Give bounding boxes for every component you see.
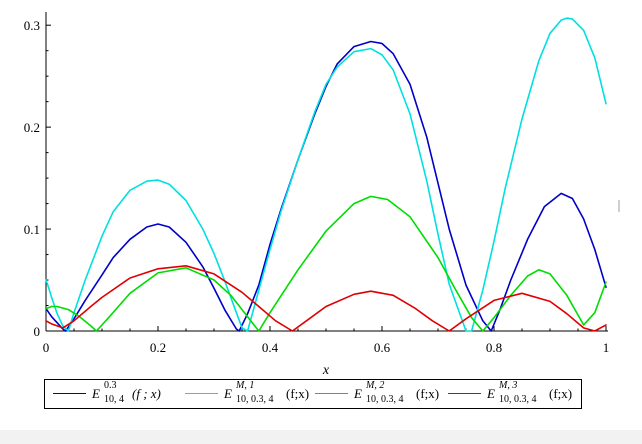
x-axis-label: x xyxy=(322,363,330,378)
legend-item-2: E M, 1 10, 0.3, 4 (f;x) xyxy=(185,380,313,408)
series-line-3 xyxy=(45,195,607,332)
x-tick-label: 1 xyxy=(603,340,610,355)
y-tick-label: 0.1 xyxy=(24,222,40,237)
series-line-4 xyxy=(45,264,607,332)
legend-swatch xyxy=(315,393,348,394)
legend-argument: (f;x) xyxy=(416,386,440,401)
legend-argument: (f ; x) xyxy=(132,386,161,401)
legend-symbol: E xyxy=(224,386,232,401)
legend-item-3: E M, 2 10, 0.3, 4 (f;x) xyxy=(315,380,443,408)
legend-superscript: M, 3 xyxy=(499,380,518,391)
legend-swatch xyxy=(53,393,86,394)
x-tick-label: 0.4 xyxy=(262,340,279,355)
legend-argument: (f;x) xyxy=(549,386,573,401)
bottom-strip xyxy=(0,430,642,444)
legend-item-4: E M, 3 10, 0.3, 4 (f;x) xyxy=(448,380,576,408)
legend-subscript: 10, 4 xyxy=(104,394,124,405)
legend-superscript: M, 2 xyxy=(366,380,385,391)
series-layer xyxy=(45,17,607,332)
x-tick-label: 0 xyxy=(43,340,50,355)
legend-argument: (f;x) xyxy=(286,386,310,401)
x-tick-label: 0.6 xyxy=(374,340,391,355)
legend-subscript: 10, 0.3, 4 xyxy=(499,394,537,405)
legend-swatch xyxy=(448,393,481,394)
legend-item-1: E 0.3 10, 4 (f ; x) xyxy=(53,380,181,408)
x-tick-label: 0.8 xyxy=(486,340,502,355)
series-line-2 xyxy=(45,17,607,332)
legend-subscript: 10, 0.3, 4 xyxy=(236,394,274,405)
y-tick-label: 0 xyxy=(34,324,41,339)
line-chart: 0 0.2 0.4 0.6 0.8 1 0 0.1 0.2 0.3 x xyxy=(24,12,610,378)
y-tick-label: 0.2 xyxy=(24,120,40,135)
legend-symbol: E xyxy=(92,386,100,401)
axes: 0 0.2 0.4 0.6 0.8 1 0 0.1 0.2 0.3 xyxy=(24,12,610,355)
legend-superscript: M, 1 xyxy=(236,380,255,391)
chart-legend: E 0.3 10, 4 (f ; x) E M, 1 10, 0.3, 4 (f;x) E M, … xyxy=(44,379,582,409)
legend-symbol: E xyxy=(354,386,362,401)
legend-symbol: E xyxy=(487,386,495,401)
window-edge-marker xyxy=(618,200,620,212)
x-tick-label: 0.2 xyxy=(150,340,166,355)
y-tick-label: 0.3 xyxy=(24,18,40,33)
legend-swatch xyxy=(185,393,218,394)
legend-subscript: 10, 0.3, 4 xyxy=(366,394,404,405)
legend-superscript: 0.3 xyxy=(104,380,117,391)
